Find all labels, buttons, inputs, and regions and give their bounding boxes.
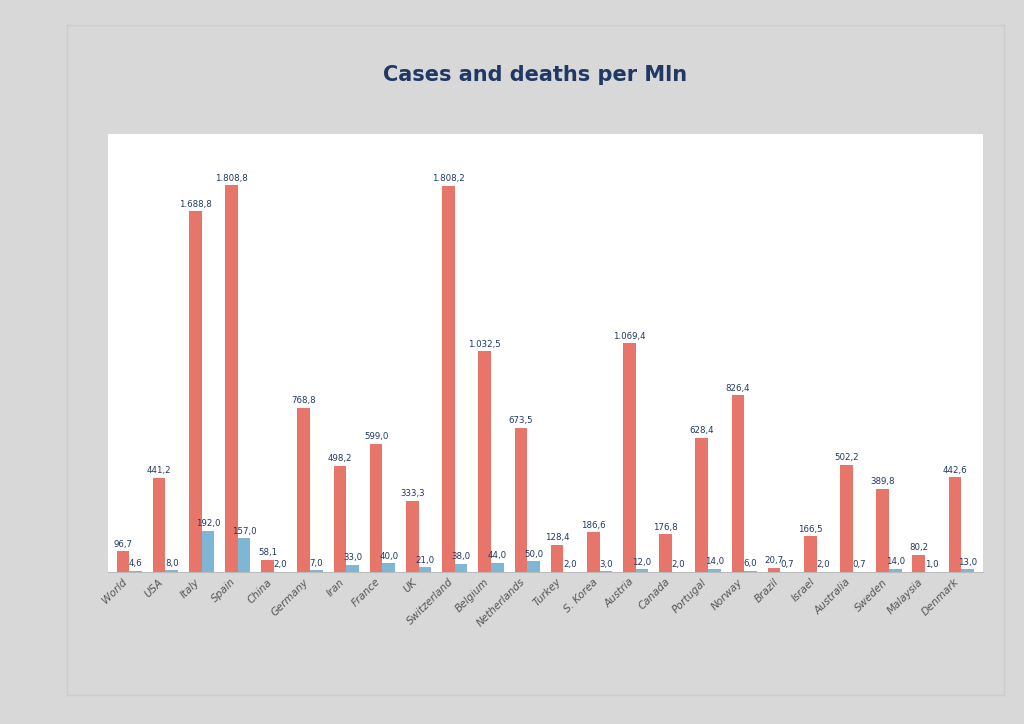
Text: 38,0: 38,0 (452, 552, 471, 561)
Text: 599,0: 599,0 (364, 432, 388, 442)
Bar (153, 478, 166, 572)
Text: 166,5: 166,5 (798, 525, 822, 534)
Text: 3,0: 3,0 (599, 560, 612, 569)
Text: 80,2: 80,2 (909, 543, 929, 552)
Bar (962, 569, 974, 572)
Text: 1.808,2: 1.808,2 (432, 174, 465, 183)
Bar (166, 571, 178, 572)
Text: 12,0: 12,0 (633, 557, 651, 567)
Bar (492, 563, 504, 572)
Text: 628,4: 628,4 (689, 426, 714, 435)
Bar (406, 501, 419, 572)
Bar (623, 343, 636, 572)
Text: 673,5: 673,5 (509, 416, 534, 426)
Text: 6,0: 6,0 (743, 559, 758, 568)
Text: 186,6: 186,6 (581, 521, 605, 529)
Text: 14,0: 14,0 (886, 557, 905, 566)
Bar (188, 211, 202, 572)
Text: 1.032,5: 1.032,5 (468, 340, 501, 349)
Bar (587, 532, 599, 572)
Text: 13,0: 13,0 (958, 557, 977, 567)
Bar (695, 438, 708, 572)
Bar (744, 571, 757, 572)
Text: 21,0: 21,0 (416, 556, 434, 565)
Text: 44,0: 44,0 (487, 551, 507, 560)
Text: 1.069,4: 1.069,4 (613, 332, 646, 341)
Bar (551, 544, 563, 572)
Bar (708, 569, 721, 572)
Text: 20,7: 20,7 (765, 556, 783, 565)
Bar (659, 534, 672, 572)
Bar (768, 568, 780, 572)
Bar (202, 531, 214, 572)
Bar (117, 551, 129, 572)
Bar (889, 569, 902, 572)
Bar (261, 560, 274, 572)
Bar (455, 564, 468, 572)
Bar (877, 489, 889, 572)
Text: 2,0: 2,0 (816, 560, 829, 569)
Bar (310, 571, 323, 572)
Text: 128,4: 128,4 (545, 533, 569, 542)
Bar (129, 571, 142, 572)
Text: 33,0: 33,0 (343, 553, 362, 563)
Text: 4,6: 4,6 (129, 560, 142, 568)
Bar (527, 561, 540, 572)
Text: 498,2: 498,2 (328, 454, 352, 463)
Bar (636, 569, 648, 572)
Text: 1,0: 1,0 (925, 560, 938, 569)
Text: 7,0: 7,0 (309, 559, 324, 568)
Bar (731, 395, 744, 572)
Bar (346, 565, 359, 572)
Text: 0,7: 0,7 (780, 560, 794, 569)
Bar (442, 185, 455, 572)
Text: 192,0: 192,0 (196, 519, 220, 529)
Text: 58,1: 58,1 (258, 548, 278, 557)
Text: 333,3: 333,3 (400, 489, 425, 498)
Text: 1.688,8: 1.688,8 (179, 200, 212, 209)
Bar (238, 539, 251, 572)
Text: Cases and deaths per Mln: Cases and deaths per Mln (383, 65, 687, 85)
Text: 389,8: 389,8 (870, 477, 895, 486)
Text: 442,6: 442,6 (943, 466, 968, 475)
Bar (419, 568, 431, 572)
Text: 0,7: 0,7 (852, 560, 866, 569)
Text: 502,2: 502,2 (835, 453, 859, 462)
Text: 2,0: 2,0 (273, 560, 287, 569)
Bar (334, 466, 346, 572)
Text: 1.808,8: 1.808,8 (215, 174, 248, 183)
Text: 8,0: 8,0 (165, 559, 178, 568)
Bar (370, 444, 383, 572)
Text: 50,0: 50,0 (524, 550, 543, 559)
Bar (225, 185, 238, 572)
Bar (514, 428, 527, 572)
Text: 14,0: 14,0 (705, 557, 724, 566)
Text: 441,2: 441,2 (146, 466, 171, 475)
Text: 40,0: 40,0 (379, 552, 398, 561)
Text: 826,4: 826,4 (726, 384, 751, 393)
Text: 96,7: 96,7 (114, 539, 132, 549)
Text: 768,8: 768,8 (292, 396, 316, 405)
Bar (948, 477, 962, 572)
Bar (478, 351, 492, 572)
Bar (912, 555, 925, 572)
Bar (804, 536, 816, 572)
Bar (383, 563, 395, 572)
Text: 157,0: 157,0 (231, 527, 256, 536)
Text: 2,0: 2,0 (672, 560, 685, 569)
Text: 2,0: 2,0 (563, 560, 577, 569)
Bar (840, 465, 853, 572)
Text: 176,8: 176,8 (653, 523, 678, 531)
Bar (297, 408, 310, 572)
